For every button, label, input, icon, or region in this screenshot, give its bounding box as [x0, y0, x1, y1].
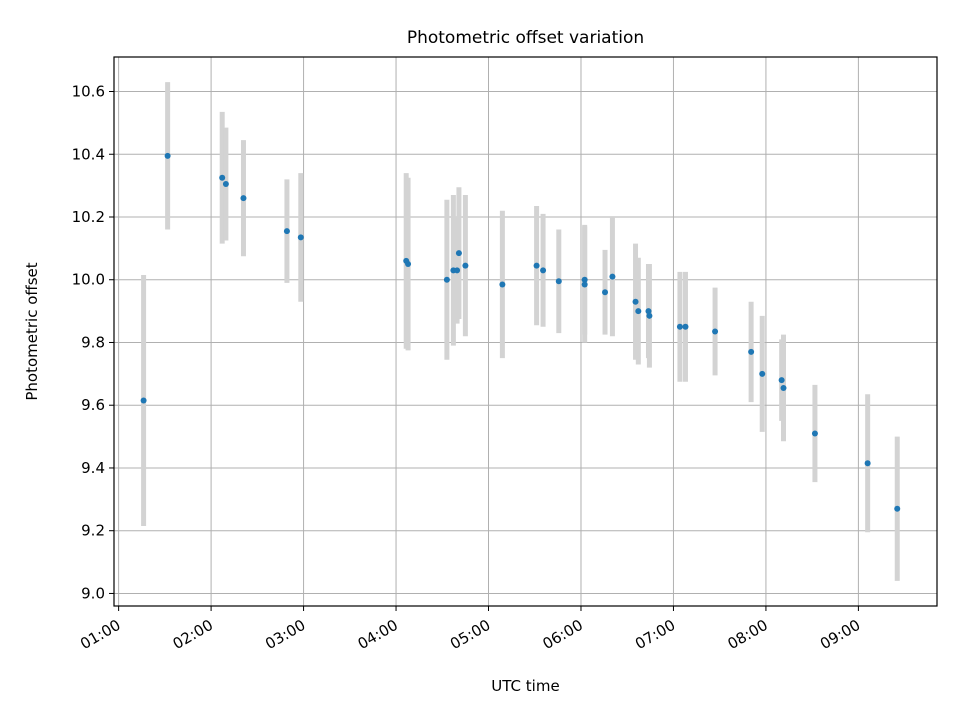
data-point — [283, 228, 290, 235]
data-point — [646, 312, 653, 319]
y-tick-label: 9.0 — [81, 584, 105, 602]
data-point — [297, 234, 304, 241]
data-point — [635, 308, 642, 315]
y-axis-label: Photometric offset — [23, 262, 41, 400]
data-point — [780, 384, 787, 391]
x-tick-label: 03:00 — [262, 616, 308, 653]
y-tick-label: 9.2 — [81, 522, 105, 540]
data-point — [443, 276, 450, 283]
y-tick-label: 9.8 — [81, 333, 105, 351]
data-point — [533, 262, 540, 269]
data-point — [240, 195, 247, 202]
data-point — [609, 273, 616, 280]
y-tick-label: 10.0 — [72, 271, 105, 289]
data-point — [778, 377, 785, 384]
y-tick-label: 10.2 — [72, 208, 105, 226]
data-point — [581, 276, 588, 283]
x-tick-label: 08:00 — [724, 616, 770, 653]
y-tick-label: 10.6 — [72, 83, 105, 101]
data-point — [462, 262, 469, 269]
x-tick-label: 05:00 — [447, 616, 493, 653]
data-point — [140, 397, 147, 404]
data-point — [894, 505, 901, 512]
x-axis-label: UTC time — [491, 677, 559, 695]
data-point — [811, 430, 818, 437]
y-tick-label: 10.4 — [72, 145, 105, 163]
data-point — [219, 174, 226, 181]
data-point — [602, 289, 609, 296]
plot-area — [113, 56, 938, 607]
data-point — [405, 261, 412, 268]
data-point — [712, 328, 719, 335]
x-tick-label: 07:00 — [632, 616, 678, 653]
data-point — [555, 278, 562, 285]
data-point — [455, 250, 462, 257]
axis-ticks: 01:00 02:00 03:00 04:00 05:00 06:00 07:00 08:00… — [72, 83, 864, 654]
error-bars — [141, 82, 900, 581]
data-point — [499, 281, 506, 288]
data-point — [682, 323, 689, 330]
data-point — [581, 281, 588, 288]
data-point — [676, 323, 683, 330]
x-tick-label: 01:00 — [77, 616, 123, 653]
y-tick-label: 9.4 — [81, 459, 105, 477]
data-points — [140, 152, 901, 512]
y-tick-label: 9.6 — [81, 396, 105, 414]
data-point — [748, 348, 755, 355]
data-point — [864, 460, 871, 467]
data-point — [222, 181, 229, 188]
grid — [114, 57, 937, 606]
data-point — [645, 308, 652, 315]
x-tick-label: 06:00 — [540, 616, 586, 653]
data-point — [759, 370, 766, 377]
data-point — [540, 267, 547, 274]
data-point — [632, 298, 639, 305]
data-point — [164, 152, 171, 159]
x-tick-label: 04:00 — [355, 616, 401, 653]
x-tick-label: 09:00 — [817, 616, 863, 653]
x-tick-label: 02:00 — [170, 616, 216, 653]
chart-title: Photometric offset variation — [407, 28, 644, 48]
data-point — [454, 267, 461, 274]
